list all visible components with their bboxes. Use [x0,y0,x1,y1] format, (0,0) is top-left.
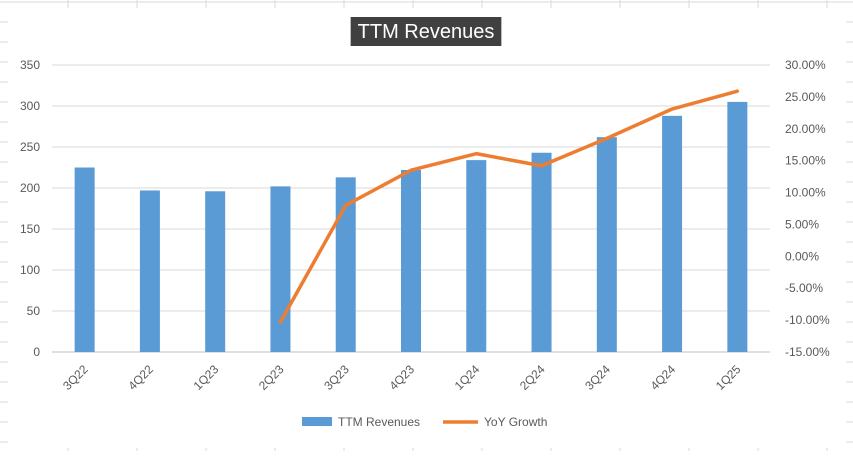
bar [401,169,421,352]
right-tick-label: 5.00% [785,217,819,231]
right-tick-label: 25.00% [785,90,826,104]
bar [335,177,356,352]
chart-title: TTM Revenues [350,17,502,46]
left-tick-label: 100 [20,263,40,277]
right-tick-label: -10.00% [785,313,830,327]
chart-title-text: TTM Revenues [358,21,495,43]
right-tick-label: 0.00% [785,249,819,263]
left-tick-label: 0 [33,345,40,359]
bar [270,186,291,352]
right-tick-label: 20.00% [785,122,826,136]
right-tick-label: 15.00% [785,154,826,168]
left-tick-label: 200 [20,181,40,195]
right-tick-label: -15.00% [785,345,830,359]
bar [662,115,683,352]
right-axis-labels: -15.00% -10.00% -5.00% 0.00% 5.00% 10.00% 15.0… [785,58,830,359]
right-tick-label: -5.00% [785,281,823,295]
line-series [278,89,740,324]
left-tick-label: 250 [20,140,40,154]
yoy-growth-line [278,89,740,324]
bar [727,101,748,353]
bar [74,167,95,352]
left-tick-label: 150 [20,222,40,236]
bar [466,160,487,352]
bar [531,152,552,352]
bar [139,190,160,352]
right-tick-label: 30.00% [785,58,826,72]
left-tick-label: 350 [20,58,40,72]
left-tick-label: 300 [20,99,40,113]
left-tick-label: 50 [27,304,41,318]
chart-title-background [350,17,502,46]
bar [596,137,617,352]
legend: TTM Revenues YoY Growth [302,415,547,429]
right-tick-label: 10.00% [785,186,826,200]
legend-label-ttm-revenues: TTM Revenues [338,415,420,429]
bar-series [74,101,748,353]
legend-label-yoy-growth: YoY Growth [484,415,547,429]
left-axis-labels: 0 50 100 150 200 250 300 350 [20,58,40,359]
bar [205,191,226,352]
legend-swatch-ttm-revenues [302,417,332,426]
